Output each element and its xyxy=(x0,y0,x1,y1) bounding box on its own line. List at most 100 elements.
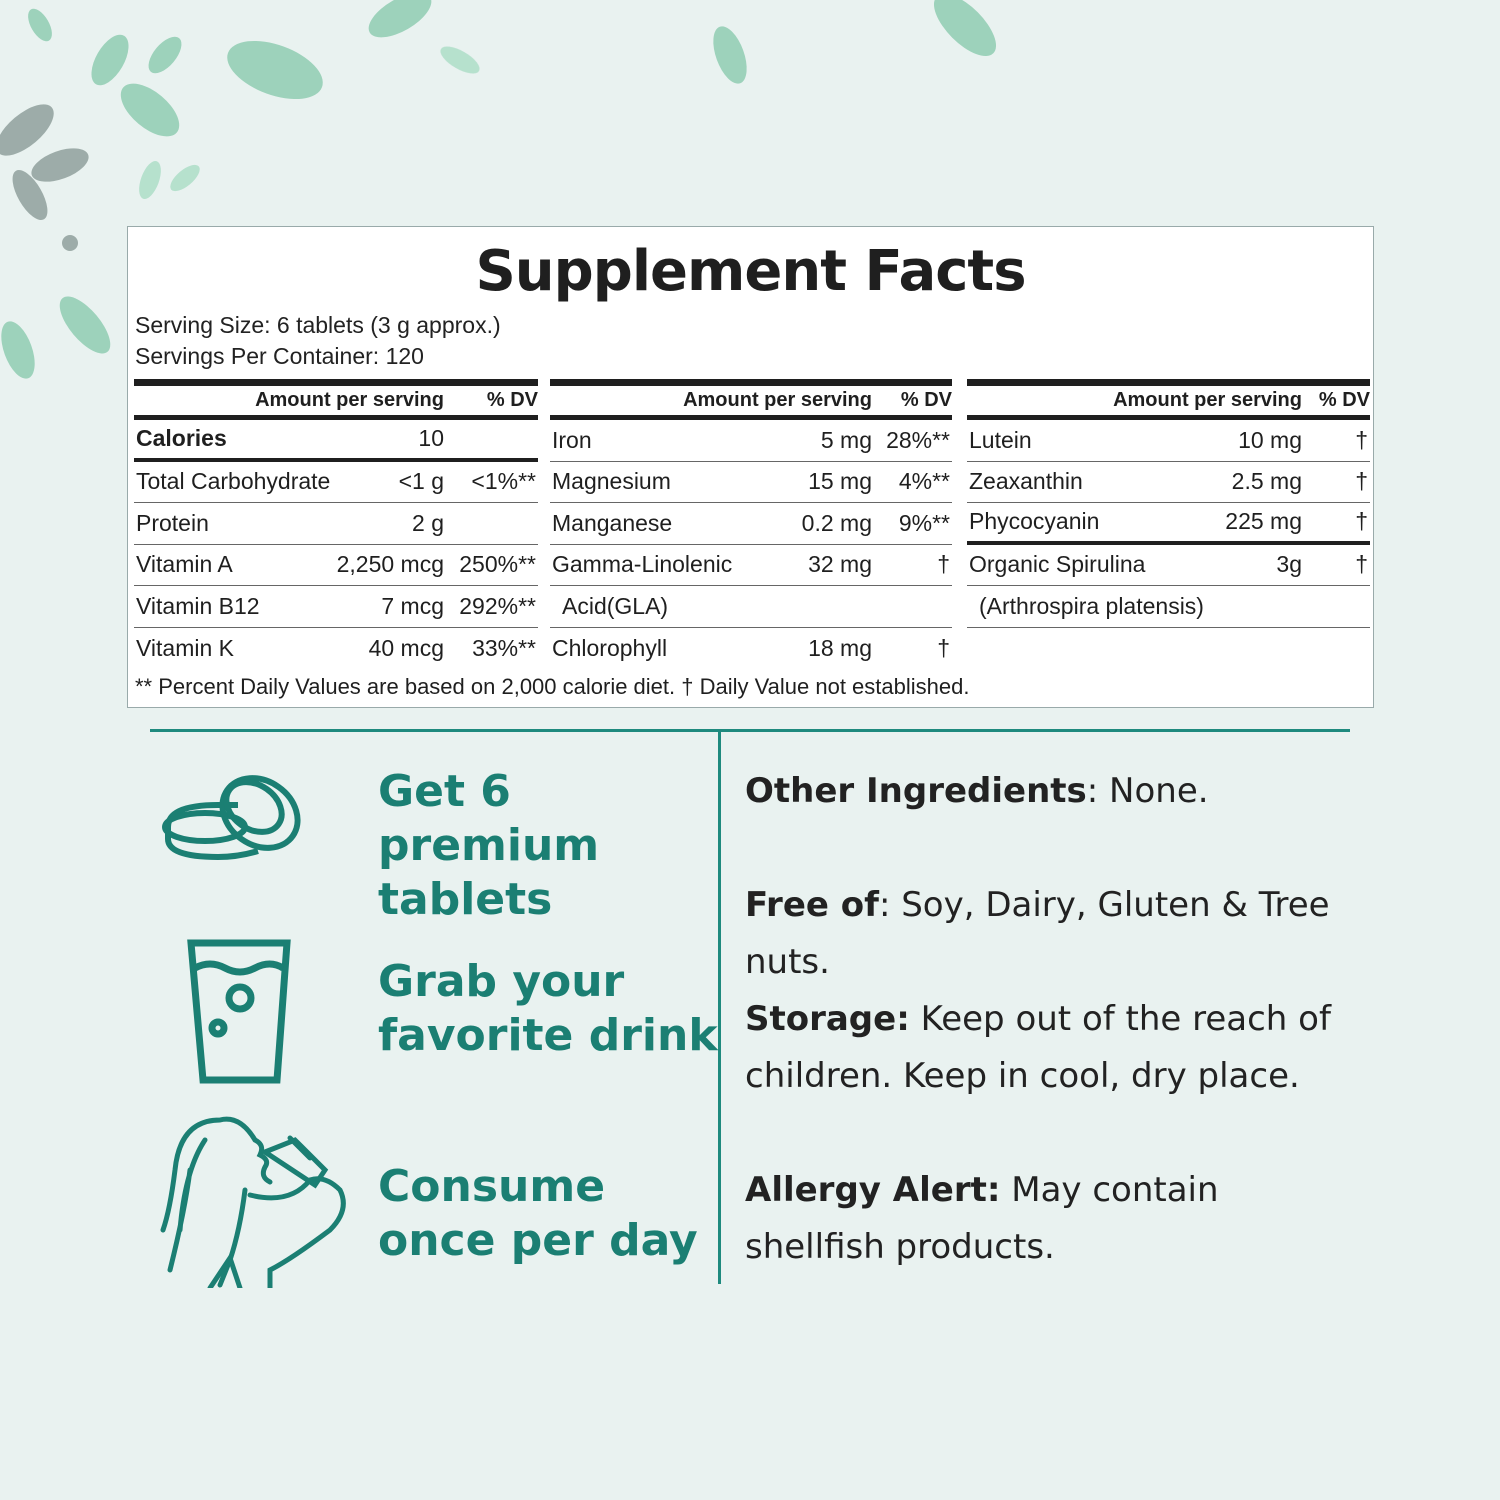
info-label: Allergy Alert: xyxy=(745,1170,1001,1210)
nutrient-amount: <1 g xyxy=(398,468,444,495)
nutrient-dv: 292%** xyxy=(459,592,536,619)
facts-row: Vitamin A 2,250 mcg 250%** xyxy=(134,545,538,586)
facts-row xyxy=(967,628,1370,670)
nutrient-amount: 40 mcg xyxy=(368,634,444,661)
facts-row: Acid(GLA) xyxy=(550,586,952,628)
header-dv: % DV xyxy=(900,389,952,411)
nutrient-name: Organic Spirulina xyxy=(969,551,1146,578)
facts-column-2: Amount per serving % DV Iron 5 mg 28%** Magne… xyxy=(550,379,952,669)
leaf-decoration xyxy=(0,0,997,379)
nutrient-dv: † xyxy=(1355,551,1368,578)
facts-row: Organic Spirulina 3g † xyxy=(967,545,1370,586)
header-amount: Amount per serving xyxy=(255,389,444,411)
nutrient-name: Chlorophyll xyxy=(552,634,668,661)
info-label: Free of xyxy=(745,885,879,925)
header-dv: % DV xyxy=(486,389,538,411)
info-free-of: Free of: Soy, Dairy, Gluten & Tree nuts. xyxy=(745,877,1425,991)
nutrient-name: Acid(GLA) xyxy=(562,592,669,619)
nutrient-name: Phycocyanin xyxy=(969,508,1100,535)
nutrient-amount: 3g xyxy=(1276,551,1302,578)
header-amount: Amount per serving xyxy=(683,389,872,411)
info-text: : Soy, Dairy, Gluten & Tree nuts. xyxy=(745,885,1330,982)
nutrient-name: Total Carbohydrate xyxy=(136,468,331,495)
nutrient-dv: 4%** xyxy=(898,468,950,495)
nutrient-dv: † xyxy=(1355,468,1368,495)
info-text: Keep out of the reach of children. Keep … xyxy=(745,999,1331,1096)
info-label: Other Ingredients xyxy=(745,771,1087,811)
nutrient-name: Vitamin K xyxy=(136,634,235,661)
nutrient-dv: 28%** xyxy=(886,426,950,453)
info-label: Storage: xyxy=(745,999,910,1039)
info-text: : None. xyxy=(1086,771,1209,811)
nutrient-dv: † xyxy=(1355,508,1368,535)
nutrient-dv: 33%** xyxy=(472,634,536,661)
nutrient-amount: 15 mg xyxy=(808,468,872,495)
facts-row: Lutein 10 mg † xyxy=(967,420,1370,462)
nutrient-amount: 10 xyxy=(418,425,444,452)
step-consume-daily: Consume once per day xyxy=(378,1161,698,1266)
facts-row: Gamma-Linolenic 32 mg † xyxy=(550,545,952,586)
supplement-facts-panel: Supplement Facts Serving Size: 6 tablets… xyxy=(127,226,1374,708)
nutrient-amount: 7 mcg xyxy=(381,592,444,619)
nutrient-name: Calories xyxy=(136,425,227,452)
nutrient-dv: 250%** xyxy=(459,551,536,578)
facts-row: Manganese 0.2 mg 9%** xyxy=(550,503,952,545)
facts-row: Calories 10 xyxy=(134,420,538,462)
facts-row: Vitamin B12 7 mcg 292%** xyxy=(134,586,538,628)
nutrient-amount: 225 mg xyxy=(1225,508,1302,535)
nutrient-name: Gamma-Linolenic xyxy=(552,551,733,578)
nutrient-amount: 32 mg xyxy=(808,551,872,578)
header-dv: % DV xyxy=(1318,389,1370,411)
nutrient-name: Vitamin B12 xyxy=(136,592,260,619)
servings-per-container: Servings Per Container: 120 xyxy=(135,343,424,369)
facts-row: (Arthrospira platensis) xyxy=(967,586,1370,628)
nutrient-name: Magnesium xyxy=(552,468,671,495)
nutrient-name: Iron xyxy=(552,426,592,453)
info-storage: Storage: Keep out of the reach of childr… xyxy=(745,991,1345,1105)
woman-drinking-icon xyxy=(160,1116,346,1288)
tablets-icon xyxy=(162,775,301,861)
facts-row: Vitamin K 40 mcg 33%** xyxy=(134,628,538,670)
facts-row: Zeaxanthin 2.5 mg † xyxy=(967,462,1370,503)
serving-size: Serving Size: 6 tablets (3 g approx.) xyxy=(135,312,501,338)
facts-row: Iron 5 mg 28%** xyxy=(550,420,952,462)
glass-of-drink-icon xyxy=(187,939,291,1084)
nutrient-dv: † xyxy=(1355,426,1368,453)
divider-horizontal xyxy=(150,729,1350,732)
nutrient-amount: 2 g xyxy=(412,509,444,536)
nutrient-amount: 10 mg xyxy=(1238,426,1302,453)
nutrient-amount: 2,250 mcg xyxy=(336,551,444,578)
nutrient-name: (Arthrospira platensis) xyxy=(979,592,1204,619)
nutrient-name: Protein xyxy=(136,509,209,536)
facts-column-3: Amount per serving% DV Lutein 10 mg † Zeaxan… xyxy=(967,379,1370,669)
step-grab-drink: Grab your favorite drink xyxy=(378,956,718,1061)
facts-row: Total Carbohydrate <1 g <1%** xyxy=(134,462,538,503)
nutrient-name: Lutein xyxy=(969,426,1032,453)
footnote: ** Percent Daily Values are based on 2,0… xyxy=(135,674,970,699)
info-other-ingredients: Other Ingredients: None. xyxy=(745,763,1425,820)
info-text: May contain shellfish products. xyxy=(745,1170,1219,1267)
facts-row: Protein 2 g xyxy=(134,503,538,545)
nutrient-dv: † xyxy=(937,551,950,578)
nutrient-dv: † xyxy=(937,634,950,661)
nutrient-name: Manganese xyxy=(552,509,673,536)
panel-title: Supplement Facts xyxy=(475,239,1026,304)
nutrient-dv: 9%** xyxy=(898,509,950,536)
step-get-tablets: Get 6 premium tablets xyxy=(378,766,600,925)
divider-vertical xyxy=(718,731,721,1284)
facts-row: Phycocyanin 225 mg † xyxy=(967,503,1370,545)
nutrient-amount: 0.2 mg xyxy=(801,509,872,536)
nutrient-name: Vitamin A xyxy=(136,551,233,578)
facts-header-row: Amount per serving % DV xyxy=(967,386,1370,420)
nutrient-amount: 18 mg xyxy=(808,634,872,661)
facts-header-row: Amount per serving % DV xyxy=(550,386,952,420)
facts-row: Chlorophyll 18 mg † xyxy=(550,628,952,670)
facts-header-row: Amount per serving % DV xyxy=(134,386,538,420)
facts-column-1: Amount per serving % DV Calories 10 Total Ca… xyxy=(134,379,538,669)
nutrient-name: Zeaxanthin xyxy=(969,468,1083,495)
facts-row: Magnesium 15 mg 4%** xyxy=(550,462,952,503)
nutrient-dv: <1%** xyxy=(471,468,536,495)
info-allergy-alert: Allergy Alert: May contain shellfish pro… xyxy=(745,1162,1365,1276)
nutrient-amount: 5 mg xyxy=(820,426,872,453)
nutrient-amount: 2.5 mg xyxy=(1231,468,1302,495)
